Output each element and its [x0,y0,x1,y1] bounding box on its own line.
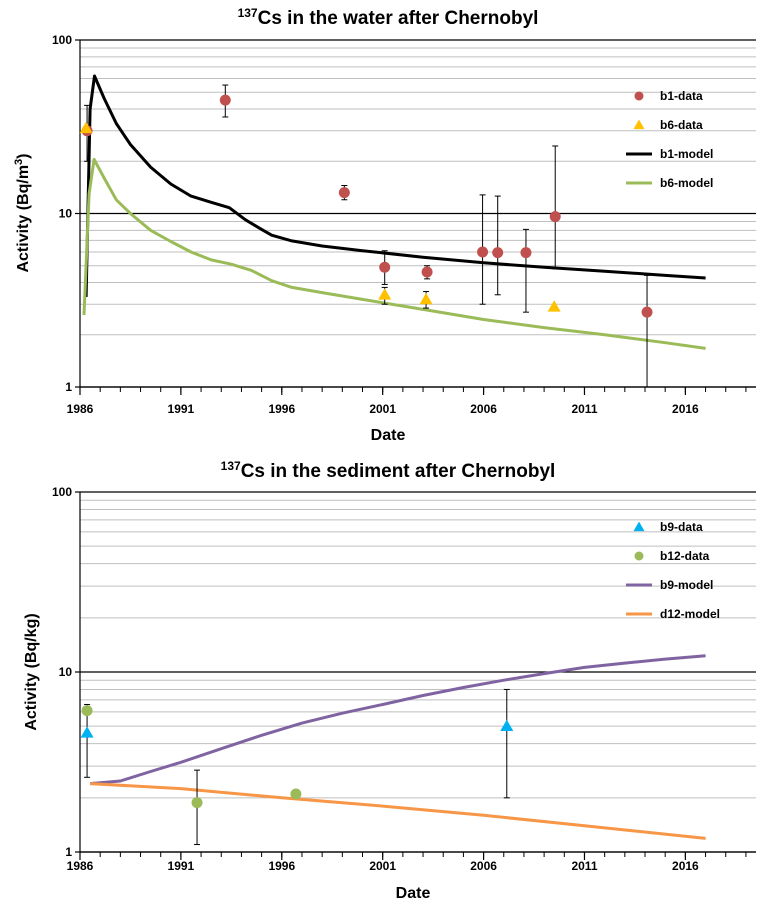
data-point-b1-data [520,247,532,259]
y-tick-label: 100 [52,33,72,47]
y-axis-label: Activity (Bq/kg) [23,613,40,730]
series-b6-data [79,121,561,312]
x-tick-label: 1986 [67,859,94,873]
chart-title: 137Cs in the sediment after Chernobyl [221,459,556,482]
x-tick-label: 1991 [168,859,195,873]
data-point-b1-data [379,261,391,273]
data-point-b9-data [80,726,94,738]
x-tick-label: 2016 [672,402,699,416]
data-point-b1-data [421,266,433,278]
legend-label: b9-data [660,520,703,534]
legend-label: b9-model [660,578,713,592]
series-line-d12-model [90,782,706,840]
legend-swatch [634,551,644,561]
x-tick-label: 1996 [268,402,295,416]
sediment-chart: 137Cs in the sediment after Chernobyl Da… [23,459,756,902]
error-bar [552,145,559,270]
legend-swatch [634,91,644,101]
axes: 1986 1991 1996 2001 2006 2011 2016 1 10 100 [52,485,756,873]
series-b9-data [80,688,514,799]
legend-label: b1-data [660,89,703,103]
legend: b1-data b6-data b1-model b6-model [626,89,713,190]
legend-label: b6-data [660,118,703,132]
error-bar [522,228,529,313]
x-tick-label: 1996 [268,859,295,873]
legend-label: b1-model [660,147,713,161]
legend-item: b1-model [626,147,713,161]
data-point-b1-data [641,306,653,318]
legend-item: b6-model [626,176,713,190]
y-tick-label: 1 [65,845,72,859]
data-point-b6-data [419,292,433,305]
chart-title-text: Cs in the sediment after Chernobyl [241,461,556,482]
data-point-b1-data [338,187,350,199]
x-tick-label: 2006 [470,402,497,416]
x-tick-label: 2001 [369,402,396,416]
legend-item: d12-model [626,607,720,621]
grid [80,39,756,388]
x-tick-label: 2001 [369,859,396,873]
y-axis-label-superscript: 3 [13,159,25,165]
error-bar [503,688,510,799]
error-bar [494,195,501,296]
legend-item: b1-data [634,89,703,103]
chart-title-text: Cs in the water after Chernobyl [258,8,539,29]
x-tick-label: 2016 [672,859,699,873]
axes: 1986 1991 1996 2001 2006 2011 2016 1 10 100 [52,33,756,416]
y-axis-label-text: Activity (Bq/kg) [23,613,40,730]
x-tick-label: 1986 [67,402,94,416]
y-axis-label-suffix: ) [15,153,32,158]
legend-label: b6-model [660,176,713,190]
water-chart-panel: 137Cs in the water after Chernobyl Date … [0,0,775,450]
chart-title-superscript: 137 [238,6,258,20]
water-chart: 137Cs in the water after Chernobyl Date … [13,6,756,444]
data-point-b1-data [477,246,489,258]
data-point-b12-data [81,705,93,717]
data-point-b12-data [290,788,302,800]
legend-swatch [633,119,645,130]
y-tick-label: 10 [59,665,73,679]
error-bar [84,703,91,778]
legend-label: d12-model [660,607,720,621]
y-axis-label-text: Activity (Bq/m [15,165,32,273]
legend-item: b6-data [633,118,703,132]
series-line-b6-model [82,157,706,350]
legend-swatch [633,521,645,532]
data-point-b6-data [547,300,561,312]
y-tick-label: 1 [65,380,72,394]
legend-label: b12-data [660,549,710,563]
data-point-b1-data [219,94,231,106]
data-point-b9-data [500,719,514,732]
chart-title: 137Cs in the water after Chernobyl [238,6,539,29]
data-point-b1-data [549,211,561,223]
x-axis-label: Date [396,885,431,902]
y-axis-label: Activity (Bq/m3) [13,153,32,272]
series-line-b1-model [84,74,706,298]
series-line-b9-model [89,654,706,786]
x-tick-label: 2011 [571,402,597,416]
data-point-b6-data [79,121,93,134]
legend-item: b9-data [633,520,703,534]
series-b1-data [81,84,653,388]
y-tick-label: 100 [52,485,72,499]
chart-title-superscript: 137 [221,459,241,473]
grid [80,491,756,853]
data-point-b6-data [378,288,392,300]
series-b12-data [81,705,302,846]
data-point-b12-data [191,797,203,809]
x-tick-label: 2006 [470,859,497,873]
x-tick-label: 2011 [571,859,597,873]
y-tick-label: 10 [59,207,73,221]
error-bar [644,274,651,388]
legend: b9-data b12-data b9-model d12-model [626,520,720,621]
legend-item: b9-model [626,578,713,592]
legend-item: b12-data [634,549,710,563]
sediment-chart-panel: 137Cs in the sediment after Chernobyl Da… [0,452,775,904]
x-tick-label: 1991 [168,402,195,416]
data-point-b1-data [492,247,504,259]
x-axis-label: Date [371,427,406,444]
